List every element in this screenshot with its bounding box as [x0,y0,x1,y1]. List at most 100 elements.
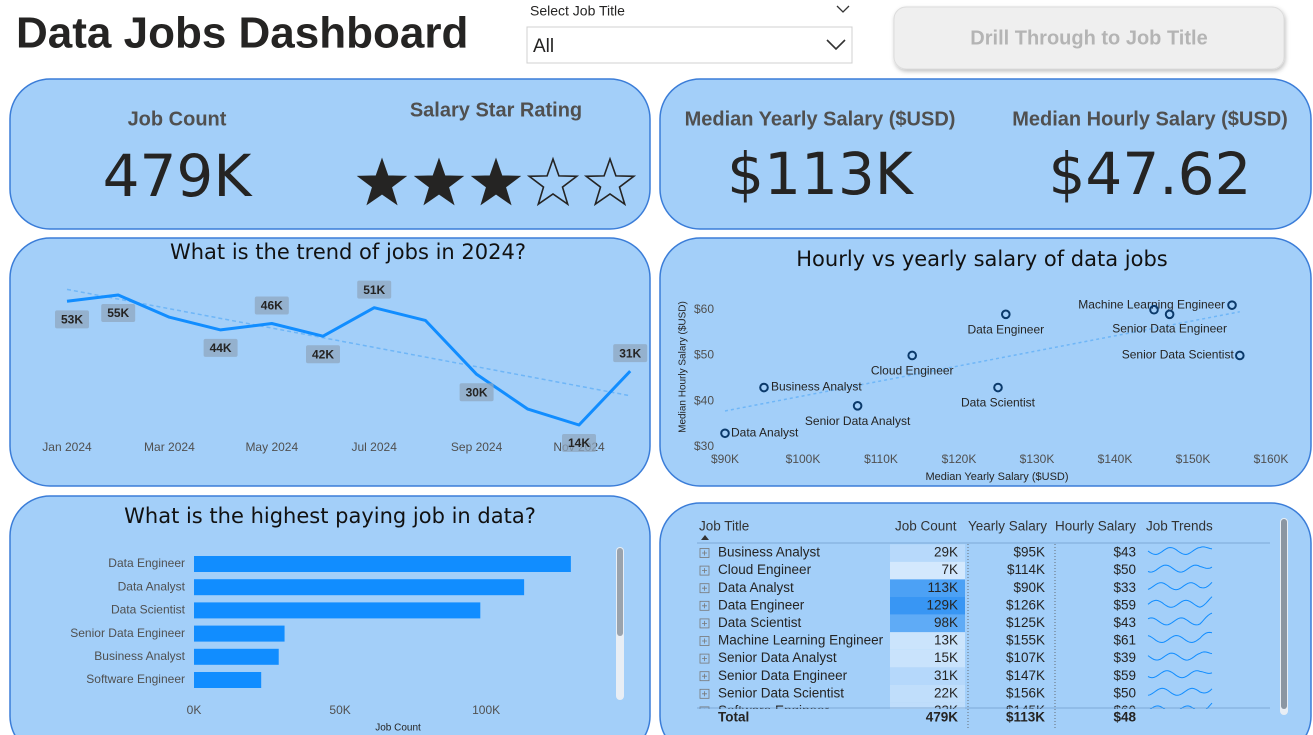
cell-title: Business Analyst [718,545,820,560]
expand-icon [699,653,710,664]
bar [194,579,525,596]
point-label: Senior Data Scientist [1122,348,1235,362]
kpi-label: Job Count [128,108,227,130]
cell-hourly: $43 [1113,615,1136,630]
star-empty [526,156,580,207]
x-tick-label: $100K [786,452,821,466]
x-tick-label: $130K [1020,452,1055,466]
cell-title: Senior Data Analyst [718,650,837,665]
y-axis-label: Median Hourly Salary ($USD) [678,301,689,433]
data-label-bg [254,296,289,315]
y-tick-label: Business Analyst [94,649,185,663]
slicer-value[interactable]: All [533,36,554,57]
cell-count: 7K [941,562,958,577]
star-filled [470,157,522,206]
cell-count: 15K [934,650,958,665]
data-label-bg [203,338,238,357]
x-tick-label: $140K [1098,452,1133,466]
point-label: Data Scientist [961,396,1036,410]
slicer-collapse-icon[interactable] [836,5,850,13]
data-label: 31K [619,346,641,360]
bar [194,672,262,688]
data-label: 51K [363,283,385,297]
table-body: Business Analyst 29K $95K $43 Cloud Engineer… [699,544,1213,718]
cell-hourly: $60 [1113,703,1136,718]
cell-yearly: $125K [1006,615,1045,630]
slicer-dropdown[interactable]: All [526,26,853,64]
dropdown-chevron[interactable] [826,39,846,51]
cell-bg [890,561,965,580]
x-tick-label: Jan 2024 [42,440,92,454]
y-tick-label: Data Scientist [111,603,186,617]
star-filled [356,157,408,206]
data-label: 55K [107,306,129,320]
point-label: Data Engineer [967,322,1044,336]
drill-through-button[interactable]: Drill Through to Job Title [893,6,1285,70]
dashboard-title: Data Jobs Dashboard [16,9,468,58]
cell-title: Software Engineer [718,703,830,718]
bar [194,625,285,642]
cell-bg [890,702,965,709]
point-label: Senior Data Engineer [1112,321,1227,335]
expand-icon-plus [702,656,707,662]
scatter-point [993,382,1003,393]
sparkline [1147,546,1213,556]
cell-count: 31K [934,668,958,683]
scrollbar-thumb[interactable] [1281,519,1287,709]
y-tick-label: $60 [694,302,714,316]
total-cell: Total [718,710,749,725]
slicer-box[interactable] [526,26,853,64]
scatter-point [1235,350,1245,361]
kpi-label: Salary Star Rating [410,99,582,121]
data-label-bg [306,345,340,364]
data-label: 30K [466,385,488,399]
cell-count: 129K [926,597,958,612]
cell-title: Senior Data Scientist [718,685,844,700]
x-tick-label: $160K [1254,452,1289,466]
expand-icon [699,636,710,646]
cell-bg [890,597,965,615]
bar [194,648,279,665]
expand-icon-plus [702,691,707,697]
total-cell: 479K [926,710,959,725]
point-label: Senior Data Analyst [805,414,911,428]
cell-yearly: $114K [1007,562,1045,577]
sparkline [1147,651,1213,661]
sparkline [1149,702,1213,709]
sparkline [1147,670,1213,679]
kpi-value: 479K [103,142,254,210]
cell-yearly: $126K [1006,597,1045,612]
data-label: 14K [568,436,590,450]
expand-icon [699,548,710,558]
cell-hourly: $61 [1113,633,1136,648]
line-series [66,293,632,427]
table-header: Job Count [895,519,957,534]
scrollbar-thumb[interactable] [617,548,623,636]
y-tick-label: $30 [694,439,714,453]
kpi-card [659,78,1312,230]
bar [194,556,571,572]
expand-icon [699,671,710,682]
total-cell: $48 [1113,710,1136,725]
cell-yearly: $147K [1006,668,1045,683]
cell-title: Data Analyst [718,580,794,595]
expand-icon [699,618,710,629]
cell-bg [890,614,965,633]
button-bg[interactable] [893,6,1285,70]
x-tick-label: Mar 2024 [144,440,195,454]
chart-title: What is the highest paying job in data? [124,504,536,528]
cell-title: Machine Learning Engineer [718,633,884,648]
scatter-point [1001,309,1011,320]
table-header: Job Title [699,519,749,534]
expand-icon [699,583,710,594]
cell-hourly: $59 [1113,597,1136,612]
cell-yearly: $107K [1006,650,1045,665]
button-label[interactable]: Drill Through to Job Title [970,27,1207,49]
kpi-label: Median Yearly Salary ($USD) [685,108,956,130]
data-label-bg [613,344,648,363]
expand-icon [699,600,710,611]
cell-hourly: $59 [1113,668,1136,683]
kpi-value: $47.62 [1049,140,1252,208]
point-label: Cloud Engineer [871,364,954,378]
